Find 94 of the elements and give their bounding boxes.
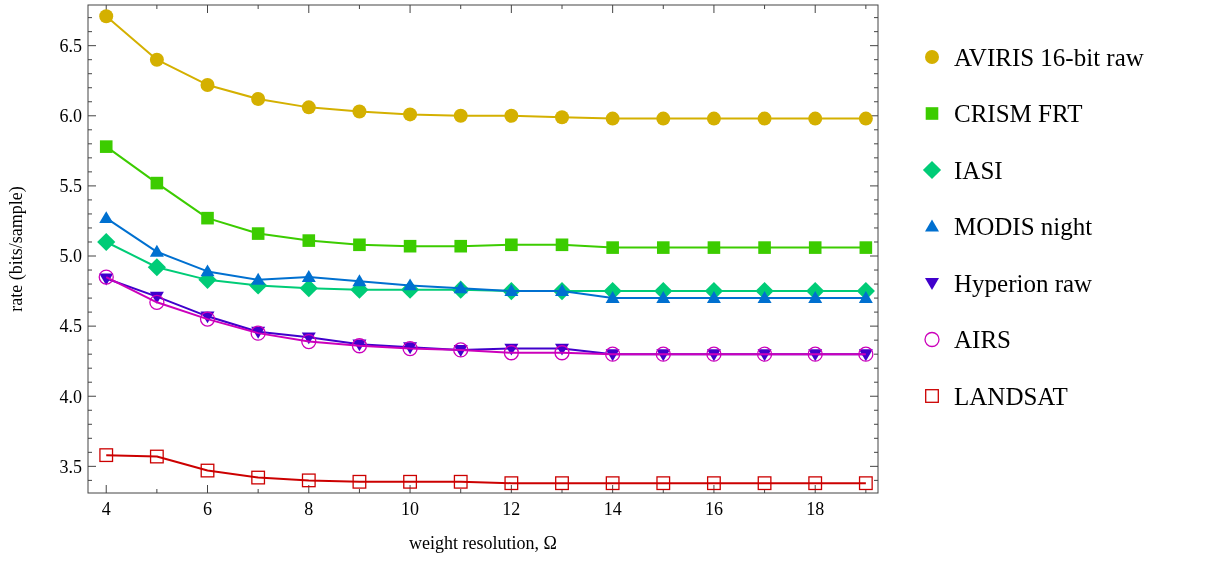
- x-tick-label: 6: [203, 499, 213, 519]
- point: [656, 476, 671, 491]
- x-tick-label: 18: [806, 499, 825, 519]
- legend-label: MODIS night: [954, 213, 1093, 241]
- legend-label: LANDSAT: [954, 382, 1068, 410]
- point: [605, 291, 620, 303]
- point: [808, 476, 823, 491]
- point: [757, 111, 772, 126]
- point: [757, 291, 772, 303]
- point: [555, 476, 569, 491]
- legend-label: IASI: [954, 156, 1003, 184]
- point: [758, 241, 771, 254]
- y-tick-label: 6.0: [59, 106, 82, 127]
- point: [605, 476, 620, 491]
- point: [757, 476, 772, 491]
- point: [656, 241, 670, 254]
- point: [453, 281, 468, 294]
- point: [453, 108, 468, 123]
- x-tick-label: 4: [101, 499, 111, 519]
- point: [200, 463, 215, 478]
- point: [504, 284, 519, 296]
- point: [706, 111, 721, 126]
- point: [808, 291, 823, 303]
- point: [97, 232, 116, 252]
- legend-label: CRISM FRT: [954, 100, 1083, 128]
- point: [706, 476, 721, 491]
- point: [99, 211, 114, 224]
- point: [403, 278, 418, 291]
- point: [454, 239, 468, 253]
- point: [656, 291, 671, 303]
- point: [504, 108, 519, 123]
- point: [858, 111, 873, 126]
- point: [301, 473, 316, 488]
- point: [149, 449, 164, 464]
- point: [200, 264, 215, 277]
- point: [859, 241, 873, 254]
- x-tick-label: 8: [304, 499, 314, 519]
- point: [201, 211, 214, 225]
- point: [353, 238, 366, 252]
- point: [554, 345, 570, 361]
- point: [352, 274, 367, 287]
- point: [504, 476, 519, 491]
- text: 3.5: [59, 456, 82, 477]
- point: [302, 234, 316, 247]
- y-tick-label: 4.0: [59, 386, 82, 407]
- point: [858, 476, 873, 491]
- point: [505, 238, 518, 252]
- x-axis-title: weight resolution, Ω: [409, 533, 557, 553]
- point: [99, 140, 113, 153]
- point: [808, 111, 823, 126]
- point: [149, 244, 164, 257]
- point: [301, 333, 317, 350]
- point: [147, 258, 166, 277]
- y-axis-title: rate (bits/sample): [6, 186, 27, 312]
- x-tick-label: 10: [401, 499, 420, 519]
- x-tick-label: 16: [704, 499, 723, 519]
- y-tick-label: 4.5: [59, 316, 82, 337]
- point: [251, 470, 266, 485]
- point: [453, 474, 468, 489]
- point: [200, 77, 215, 92]
- point: [251, 91, 266, 106]
- y-tick-label: 5.5: [59, 176, 82, 197]
- point: [99, 448, 114, 463]
- point: [808, 241, 822, 254]
- point: [149, 294, 165, 310]
- point: [301, 100, 316, 115]
- point: [707, 241, 721, 254]
- legend-label: AIRS: [954, 326, 1011, 354]
- legend-label: Hyperion raw: [954, 269, 1093, 297]
- point: [403, 107, 418, 122]
- point: [251, 272, 266, 285]
- point: [706, 291, 721, 303]
- x-tick-label: 12: [502, 499, 521, 519]
- point: [301, 270, 316, 282]
- point: [403, 474, 418, 489]
- point: [98, 269, 114, 285]
- y-tick-label: 6.5: [59, 35, 82, 56]
- x-tick-label: 14: [603, 499, 622, 519]
- point: [605, 111, 620, 126]
- point: [606, 241, 619, 254]
- point: [352, 474, 367, 489]
- y-tick-label: 5.0: [59, 246, 82, 267]
- point: [503, 345, 520, 361]
- point: [150, 176, 164, 190]
- point: [149, 52, 164, 67]
- point: [656, 111, 671, 126]
- point: [99, 9, 114, 24]
- point: [251, 227, 265, 240]
- point: [352, 104, 367, 119]
- point: [403, 239, 417, 253]
- point: [555, 238, 569, 252]
- legend-label: AVIRIS 16-bit raw: [954, 43, 1144, 71]
- point: [858, 291, 873, 303]
- point: [555, 110, 569, 125]
